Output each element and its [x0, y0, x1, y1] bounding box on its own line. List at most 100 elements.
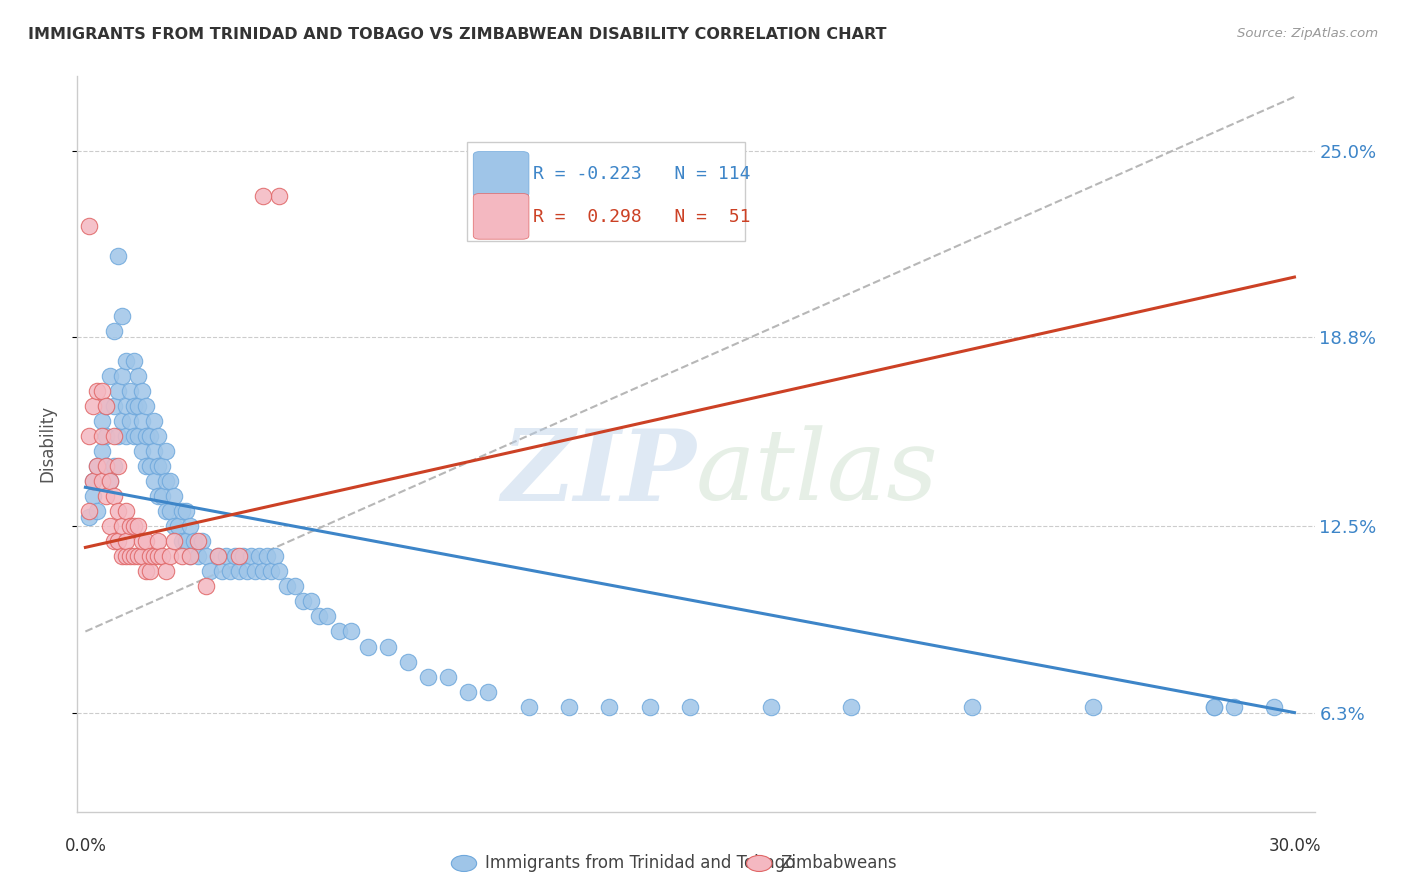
Point	[127, 369, 149, 384]
Point	[114, 549, 136, 564]
Point	[183, 534, 205, 549]
FancyBboxPatch shape	[474, 194, 529, 239]
Point	[107, 249, 129, 263]
Point	[107, 534, 129, 549]
Point	[759, 699, 782, 714]
Point	[122, 549, 145, 564]
Point	[328, 624, 350, 639]
Point	[98, 475, 121, 489]
Point	[1223, 699, 1246, 714]
Point	[118, 384, 141, 399]
Point	[232, 549, 254, 564]
Point	[135, 429, 157, 443]
Point	[111, 519, 134, 533]
Point	[263, 549, 285, 564]
Point	[155, 504, 177, 518]
Text: R =  0.298   N =  51: R = 0.298 N = 51	[533, 208, 751, 226]
Point	[131, 534, 153, 549]
Point	[187, 534, 209, 549]
Point	[122, 429, 145, 443]
Point	[252, 189, 274, 203]
Point	[114, 504, 136, 518]
Point	[260, 565, 283, 579]
Point	[131, 549, 153, 564]
Point	[107, 384, 129, 399]
Point	[139, 459, 162, 474]
Point	[207, 549, 229, 564]
Point	[215, 549, 238, 564]
Point	[111, 414, 134, 428]
Point	[122, 519, 145, 533]
Point	[103, 399, 125, 413]
Point	[139, 429, 162, 443]
Point	[174, 504, 197, 518]
Point	[86, 384, 108, 399]
Point	[159, 504, 181, 518]
Point	[416, 669, 439, 683]
Point	[167, 519, 190, 533]
Text: Zimbabweans: Zimbabweans	[780, 855, 897, 872]
Point	[172, 534, 194, 549]
Point	[94, 459, 117, 474]
Point	[103, 489, 125, 503]
Point	[131, 414, 153, 428]
Point	[150, 459, 173, 474]
Point	[174, 534, 197, 549]
Point	[187, 549, 209, 564]
Point	[94, 399, 117, 413]
Point	[103, 324, 125, 338]
Point	[118, 414, 141, 428]
Point	[90, 429, 112, 443]
Text: atlas: atlas	[696, 425, 939, 521]
Point	[146, 534, 169, 549]
Point	[308, 609, 330, 624]
Point	[598, 699, 620, 714]
Point	[82, 475, 104, 489]
Point	[517, 699, 540, 714]
Point	[82, 399, 104, 413]
Point	[127, 549, 149, 564]
Point	[437, 669, 460, 683]
Point	[267, 189, 290, 203]
Point	[103, 534, 125, 549]
Point	[127, 519, 149, 533]
Point	[131, 384, 153, 399]
Point	[638, 699, 661, 714]
Point	[155, 475, 177, 489]
Point	[179, 519, 201, 533]
Point	[118, 549, 141, 564]
Point	[82, 475, 104, 489]
Point	[207, 549, 229, 564]
Point	[340, 624, 363, 639]
Point	[172, 504, 194, 518]
Point	[1263, 699, 1285, 714]
Point	[146, 489, 169, 503]
Point	[155, 444, 177, 458]
Point	[139, 565, 162, 579]
Point	[79, 429, 101, 443]
Point	[146, 459, 169, 474]
Point	[284, 579, 307, 593]
Point	[146, 549, 169, 564]
Y-axis label: Disability: Disability	[38, 405, 56, 483]
Point	[79, 219, 101, 233]
Point	[90, 384, 112, 399]
Point	[256, 549, 278, 564]
Point	[135, 399, 157, 413]
Point	[107, 459, 129, 474]
Point	[191, 534, 214, 549]
Point	[86, 459, 108, 474]
Point	[86, 504, 108, 518]
Point	[122, 399, 145, 413]
Point	[1202, 699, 1225, 714]
Point	[127, 399, 149, 413]
Point	[107, 429, 129, 443]
Point	[79, 504, 101, 518]
Point	[150, 489, 173, 503]
Point	[163, 534, 186, 549]
Point	[276, 579, 298, 593]
Point	[228, 565, 250, 579]
Point	[114, 399, 136, 413]
Point	[94, 399, 117, 413]
Point	[86, 459, 108, 474]
